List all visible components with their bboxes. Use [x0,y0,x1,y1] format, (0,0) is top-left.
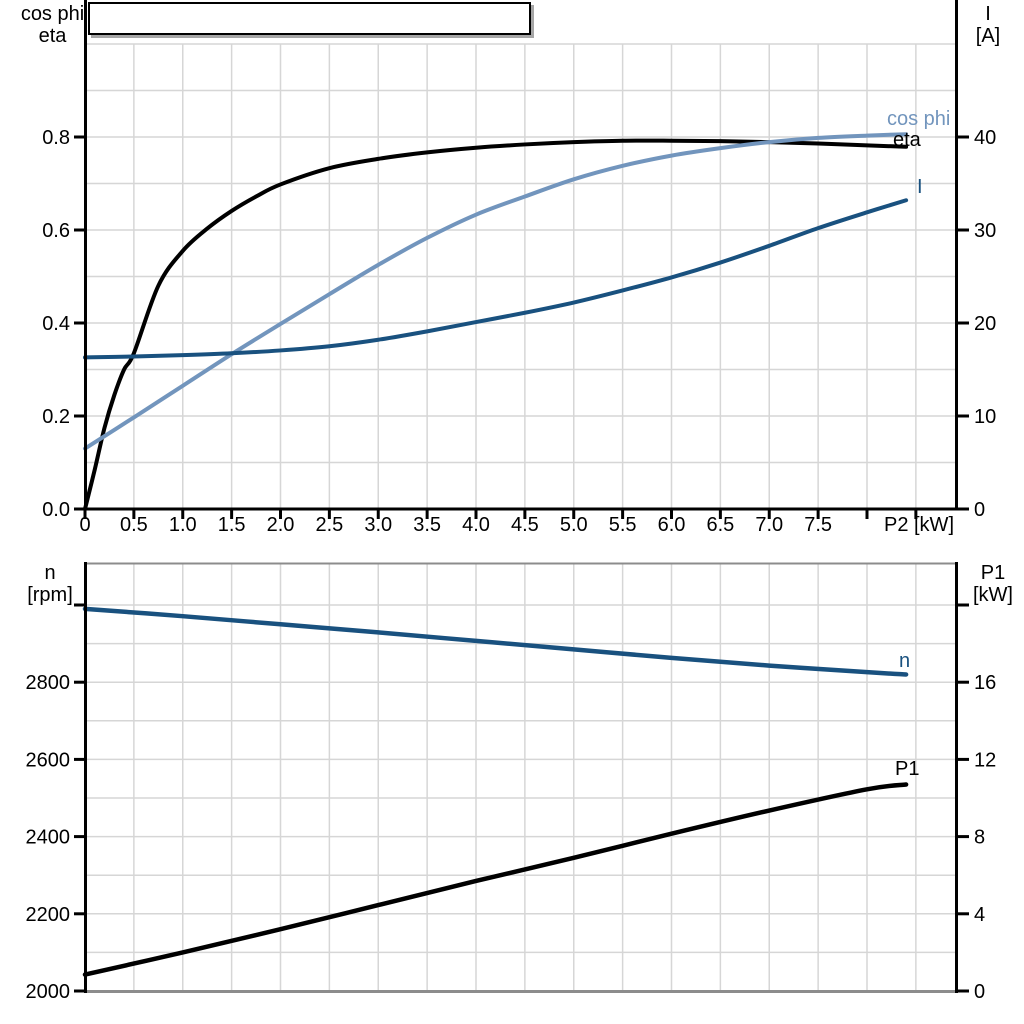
svg-text:0.5: 0.5 [120,514,148,536]
curve-label-eta: eta [893,129,921,151]
ampere-unit-label: [A] [975,25,1001,47]
svg-text:2000: 2000 [26,981,71,1003]
rpm-unit-label: [rpm] [27,584,73,606]
svg-text:0.8: 0.8 [42,127,70,149]
curve-label-cosphi: cos phi [887,108,951,130]
svg-text:2.0: 2.0 [267,514,295,536]
top-panel-curves [83,132,909,511]
top-panel-axes [84,0,958,511]
cos-phi-axis-label: cos phi [20,3,85,25]
svg-text:2.5: 2.5 [315,514,343,536]
bottom-panel-axes [84,562,958,993]
svg-text:2600: 2600 [26,749,71,771]
eta-axis-label: eta [38,25,67,47]
svg-text:3.0: 3.0 [364,514,392,536]
svg-text:30: 30 [974,220,996,242]
svg-text:6.0: 6.0 [658,514,686,536]
svg-text:8: 8 [974,827,985,849]
curve-label-n: n [899,650,911,672]
kw-unit-label: [kW] [973,584,1013,606]
svg-text:16: 16 [974,672,996,694]
svg-text:P2 [kW]: P2 [kW] [884,514,954,536]
current-axis-label: I [985,3,991,25]
svg-text:0: 0 [79,514,90,536]
svg-text:0: 0 [974,981,985,1003]
svg-text:0.4: 0.4 [42,313,70,335]
curve-label-i: I [917,176,923,198]
svg-text:2800: 2800 [26,672,71,694]
top-right-axis-label: I [A] [962,3,1014,47]
bottom-panel-ticks-and-labels: 2000 2200 2400 2600 2800 0 4 8 12 16 [26,603,996,1003]
svg-text:5.5: 5.5 [609,514,637,536]
svg-text:0.0: 0.0 [42,499,70,521]
svg-text:4.0: 4.0 [462,514,490,536]
svg-text:5.0: 5.0 [560,514,588,536]
bottom-panel-gridlines [86,564,957,990]
svg-text:7.5: 7.5 [804,514,832,536]
speed-axis-label: n [44,562,56,584]
bottom-panel-curves [82,606,909,977]
svg-text:1.0: 1.0 [169,514,197,536]
svg-text:2200: 2200 [26,904,71,926]
p1-axis-label: P1 [980,562,1006,584]
svg-text:10: 10 [974,406,996,428]
bottom-left-axis-label: n [rpm] [10,562,90,606]
svg-text:0.6: 0.6 [42,220,70,242]
chart-title-box: SP18-10 + MS6000 5.5 kW 3*230 V, 50 Hz [88,2,531,35]
svg-text:6.5: 6.5 [706,514,734,536]
svg-text:40: 40 [974,127,996,149]
svg-text:2400: 2400 [26,827,71,849]
svg-text:0: 0 [974,499,985,521]
svg-text:20: 20 [974,313,996,335]
svg-text:1.5: 1.5 [218,514,246,536]
curve-label-p1: P1 [895,758,920,780]
top-panel-gridlines [86,43,957,508]
svg-text:4: 4 [974,904,985,926]
svg-text:12: 12 [974,749,996,771]
svg-text:3.5: 3.5 [413,514,441,536]
bottom-right-axis-label: P1 [kW] [965,562,1021,606]
top-panel-ticks-and-labels: 0.0 0.2 0.4 0.6 0.8 0 10 20 30 40 0 0.5 1.0 1.5 2.0 2.5… [42,127,996,536]
svg-text:7.0: 7.0 [755,514,783,536]
svg-text:0.2: 0.2 [42,406,70,428]
svg-text:4.5: 4.5 [511,514,539,536]
top-left-axis-label: cos phi eta [10,3,95,47]
